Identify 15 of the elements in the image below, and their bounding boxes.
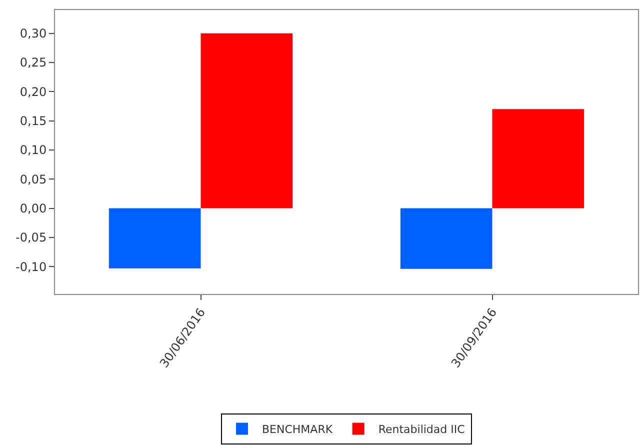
y-tick-label: -0,05 — [16, 230, 47, 245]
legend-label: Rentabilidad IIC — [378, 423, 466, 436]
bar — [200, 33, 293, 208]
bar — [400, 208, 492, 269]
y-tick-label: 0,15 — [20, 114, 47, 128]
y-tick-label: -0,10 — [16, 260, 47, 274]
y-tick-label: 0,25 — [20, 56, 47, 70]
y-tick-label: 0,05 — [20, 172, 47, 186]
bar — [108, 208, 201, 268]
y-tick-label: 0,30 — [20, 26, 47, 41]
legend-label: BENCHMARK — [262, 423, 334, 436]
y-tick-label: 0,00 — [20, 201, 47, 216]
bar — [492, 109, 584, 208]
y-tick-label: 0,20 — [20, 84, 47, 99]
y-tick-label: 0,10 — [20, 143, 47, 158]
